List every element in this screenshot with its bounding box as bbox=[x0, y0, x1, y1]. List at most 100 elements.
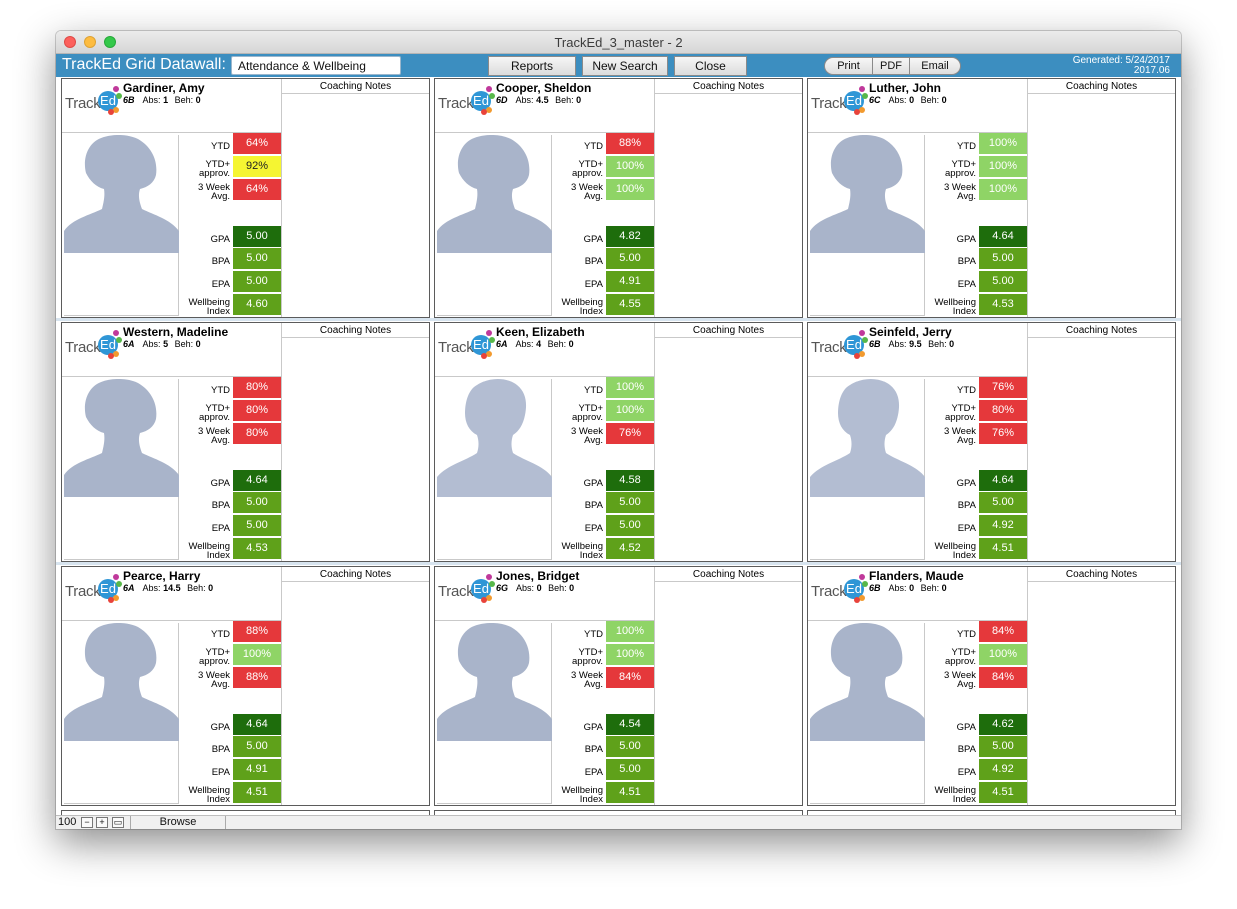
ytd-label: YTD bbox=[957, 141, 976, 152]
logo-track-text: Track bbox=[811, 583, 847, 600]
student-name[interactable]: Luther, John bbox=[869, 81, 941, 95]
student-card[interactable]: Track Ed Luther, John 6C Abs: 0 Beh: 0 Y… bbox=[807, 78, 1176, 318]
student-name[interactable]: Seinfeld, Jerry bbox=[869, 325, 952, 339]
three-week-avg-value: 84% bbox=[979, 667, 1027, 688]
zoom-in-icon[interactable]: + bbox=[96, 817, 108, 828]
student-photo-placeholder bbox=[64, 623, 179, 804]
student-name[interactable]: Pearce, Harry bbox=[123, 569, 201, 583]
logo-dot bbox=[113, 330, 119, 336]
wellbeing-label: Wellbeing Index bbox=[561, 297, 603, 317]
logo-ed-text: Ed bbox=[844, 579, 864, 599]
zoom-out-icon[interactable]: − bbox=[81, 817, 93, 828]
divider bbox=[1027, 567, 1028, 805]
ytd-approved-label: YTD+ approv. bbox=[199, 647, 230, 667]
pdf-button[interactable]: PDF bbox=[872, 57, 910, 75]
gpa-label: GPA bbox=[583, 234, 603, 245]
student-card[interactable]: Track Ed Pearce, Harry 6A Abs: 14.5 Beh:… bbox=[61, 566, 430, 806]
epa-value: 5.00 bbox=[606, 759, 654, 780]
coaching-notes-area[interactable] bbox=[282, 95, 429, 317]
close-button[interactable]: Close bbox=[674, 56, 747, 76]
student-name[interactable]: Flanders, Maude bbox=[869, 569, 964, 583]
epa-label: EPA bbox=[211, 279, 230, 290]
abs-label: Abs: bbox=[888, 339, 907, 349]
wellbeing-value: 4.53 bbox=[233, 538, 281, 559]
abs-value: 4 bbox=[536, 339, 542, 349]
row-separator bbox=[56, 318, 1181, 321]
student-card[interactable]: Track Ed Jones, Bridget 6G Abs: 0 Beh: 0… bbox=[434, 566, 803, 806]
logo-dot bbox=[481, 109, 487, 115]
coaching-notes-area[interactable] bbox=[282, 339, 429, 561]
logo-track-text: Track bbox=[65, 583, 101, 600]
logo-dot bbox=[489, 337, 495, 343]
ytd-value: 64% bbox=[233, 133, 281, 154]
student-name[interactable]: Cooper, Sheldon bbox=[496, 81, 592, 95]
coaching-notes-area[interactable] bbox=[655, 583, 802, 805]
logo-dot bbox=[481, 597, 487, 603]
ytd-approved-value: 92% bbox=[233, 156, 281, 177]
zoom-window-icon[interactable] bbox=[104, 36, 116, 48]
student-card[interactable]: Track Ed Seinfeld, Jerry 6B Abs: 9.5 Beh… bbox=[807, 322, 1176, 562]
student-card[interactable]: Track Ed Flanders, Maude 6B Abs: 0 Beh: … bbox=[807, 566, 1176, 806]
ytd-approved-label: YTD+ approv. bbox=[572, 159, 603, 179]
abs-value: 0 bbox=[909, 95, 915, 105]
divider bbox=[281, 323, 282, 561]
epa-value: 4.91 bbox=[233, 759, 281, 780]
student-card[interactable]: Track Ed Western, Madeline 6A Abs: 5 Beh… bbox=[61, 322, 430, 562]
silhouette-icon bbox=[810, 623, 925, 741]
student-card[interactable]: Track Ed Cooper, Sheldon 6D Abs: 4.5 Beh… bbox=[434, 78, 803, 318]
bpa-value: 5.00 bbox=[606, 736, 654, 757]
student-meta: 6D Abs: 4.5 Beh: 0 bbox=[496, 95, 581, 105]
coaching-notes-area[interactable] bbox=[1028, 339, 1175, 561]
abs-label: Abs: bbox=[142, 95, 161, 105]
generated-version: 2017.06 bbox=[1133, 65, 1170, 76]
coaching-notes-area[interactable] bbox=[282, 583, 429, 805]
beh-value: 0 bbox=[949, 339, 955, 349]
view-selector-field[interactable] bbox=[231, 56, 401, 75]
wellbeing-value: 4.51 bbox=[233, 782, 281, 803]
student-class: 6G bbox=[496, 583, 509, 593]
beh-value: 0 bbox=[941, 95, 947, 105]
zoom-level[interactable]: 100 bbox=[58, 816, 77, 828]
gpa-label: GPA bbox=[956, 234, 976, 245]
minimize-window-icon[interactable] bbox=[84, 36, 96, 48]
coaching-notes-area[interactable] bbox=[1028, 95, 1175, 317]
tracked-logo: Track Ed bbox=[438, 573, 495, 607]
tracked-logo: Track Ed bbox=[65, 85, 122, 119]
logo-dot bbox=[108, 353, 114, 359]
student-meta: 6A Abs: 5 Beh: 0 bbox=[123, 339, 201, 349]
print-button[interactable]: Print bbox=[824, 57, 873, 75]
student-name[interactable]: Western, Madeline bbox=[123, 325, 229, 339]
abs-label: Abs: bbox=[142, 339, 161, 349]
reports-button[interactable]: Reports bbox=[488, 56, 576, 76]
bpa-label: BPA bbox=[211, 744, 230, 755]
coaching-notes-area[interactable] bbox=[1028, 583, 1175, 805]
row-separator bbox=[56, 562, 1181, 565]
student-card[interactable]: Track Ed Gardiner, Amy 6B Abs: 1 Beh: 0 … bbox=[61, 78, 430, 318]
ytd-label: YTD bbox=[957, 629, 976, 640]
silhouette-icon bbox=[64, 379, 179, 497]
epa-label: EPA bbox=[957, 767, 976, 778]
coaching-notes-area[interactable] bbox=[655, 339, 802, 561]
coaching-notes-area[interactable] bbox=[655, 95, 802, 317]
toggle-toolbar-icon[interactable]: ▭ bbox=[112, 817, 124, 828]
bpa-value: 5.00 bbox=[233, 492, 281, 513]
abs-label: Abs: bbox=[515, 339, 534, 349]
divider bbox=[808, 132, 1027, 133]
student-name[interactable]: Jones, Bridget bbox=[496, 569, 580, 583]
divider bbox=[435, 376, 654, 377]
email-button[interactable]: Email bbox=[909, 57, 961, 75]
student-name[interactable]: Gardiner, Amy bbox=[123, 81, 205, 95]
student-name[interactable]: Keen, Elizabeth bbox=[496, 325, 585, 339]
mode-indicator[interactable]: Browse bbox=[130, 816, 226, 829]
abs-value: 14.5 bbox=[163, 583, 181, 593]
logo-dot bbox=[854, 353, 860, 359]
three-week-avg-value: 76% bbox=[979, 423, 1027, 444]
divider bbox=[1027, 323, 1028, 561]
logo-dot bbox=[859, 86, 865, 92]
close-window-icon[interactable] bbox=[64, 36, 76, 48]
new-search-button[interactable]: New Search bbox=[582, 56, 668, 76]
logo-ed-text: Ed bbox=[844, 91, 864, 111]
three-week-avg-label: 3 Week Avg. bbox=[943, 670, 976, 690]
student-card[interactable]: Track Ed Keen, Elizabeth 6A Abs: 4 Beh: … bbox=[434, 322, 803, 562]
logo-track-text: Track bbox=[65, 339, 101, 356]
